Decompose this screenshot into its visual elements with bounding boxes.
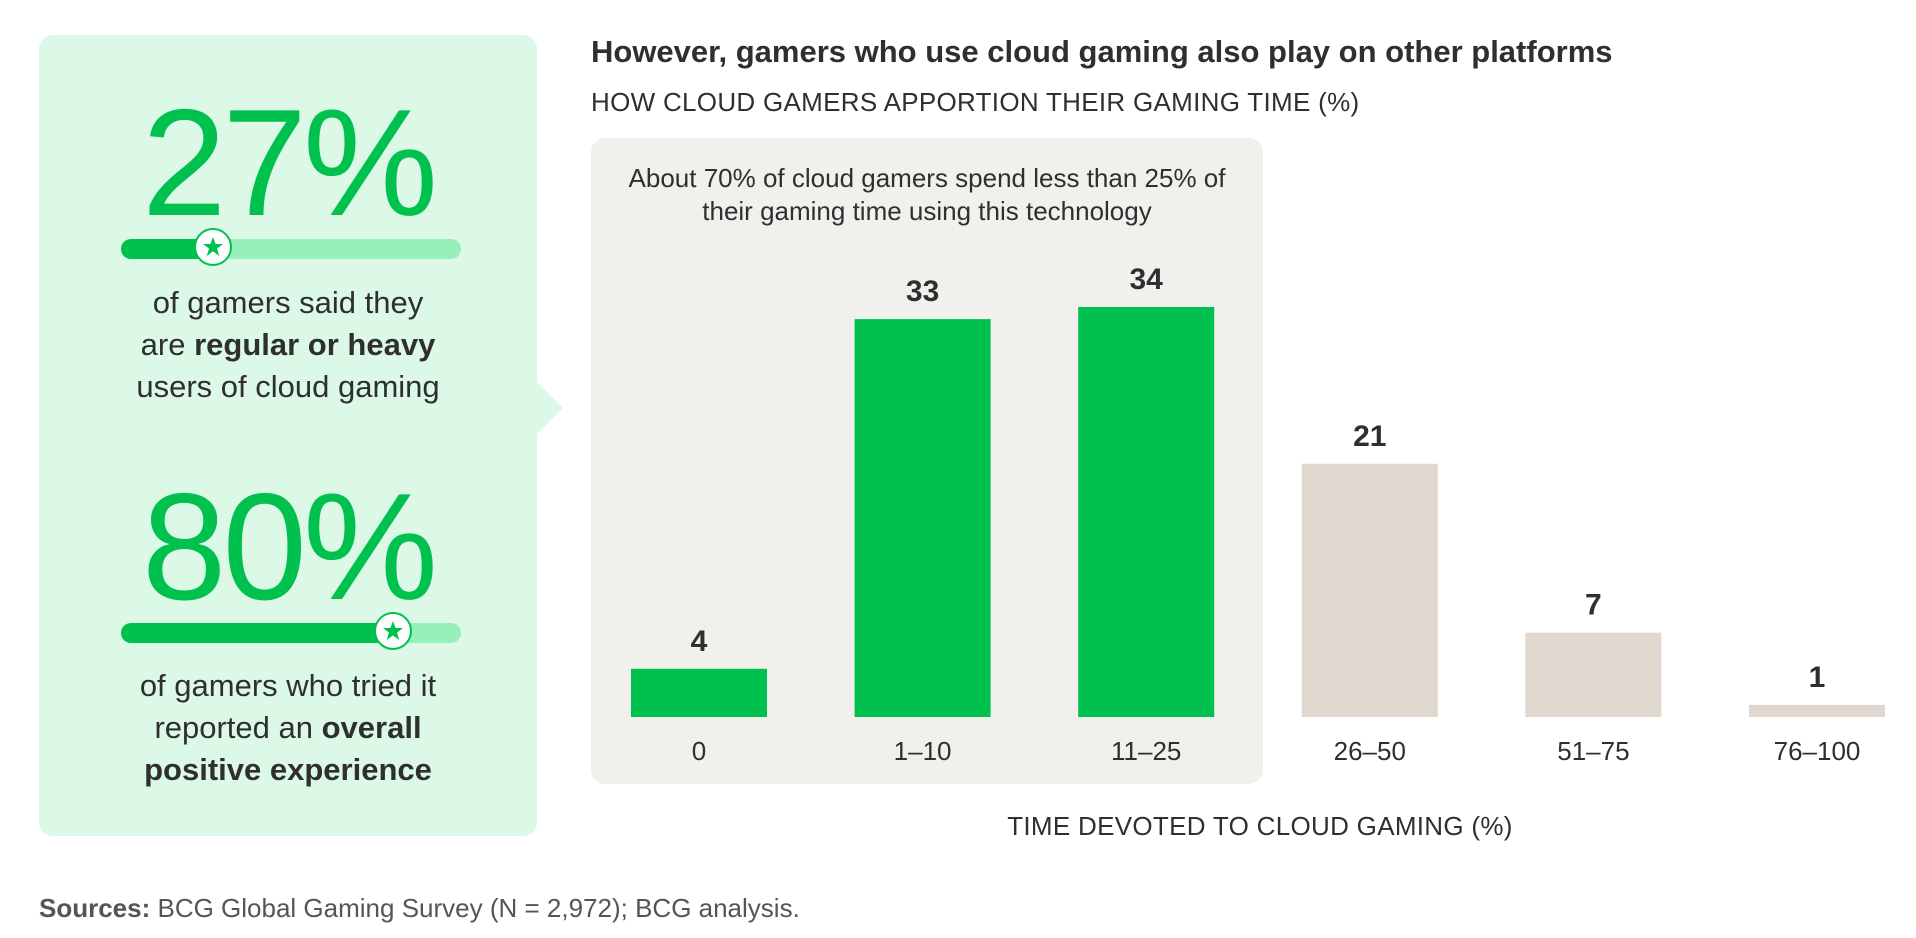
- data-label-2: 34: [1130, 263, 1164, 296]
- bar-1: [854, 319, 991, 717]
- data-label-5: 1: [1809, 661, 1826, 694]
- slider-fill: [121, 623, 393, 643]
- sources-label: Sources:: [39, 893, 151, 923]
- stat-80-line2-bold: overall: [321, 710, 422, 745]
- data-label-0: 4: [691, 625, 708, 658]
- data-label-1: 33: [906, 275, 939, 308]
- x-axis-label: TIME DEVOTED TO CLOUD GAMING (%): [1007, 811, 1513, 841]
- tick-label-5: 76–100: [1774, 736, 1861, 766]
- bar-0: [631, 668, 767, 717]
- stat-27-description: of gamers said they are regular or heavy…: [69, 282, 507, 408]
- stat-80-value: 80%: [141, 462, 438, 632]
- star-icon: [202, 237, 223, 256]
- tick-label-4: 51–75: [1557, 736, 1629, 766]
- stat-80-line2: reported an overall: [69, 707, 507, 749]
- data-label-4: 7: [1585, 589, 1602, 622]
- annotation-line1: About 70% of cloud gamers spend less tha…: [628, 163, 1226, 193]
- chart-annotation: About 70% of cloud gamers spend less tha…: [591, 162, 1263, 228]
- slider-knob: [193, 228, 232, 266]
- sources-note: Sources: BCG Global Gaming Survey (N = 2…: [39, 893, 800, 924]
- bar-4: [1525, 632, 1662, 717]
- panel-pointer: [535, 380, 563, 436]
- stat-80-line1: of gamers who tried it: [139, 668, 437, 703]
- stat-27-value: 27%: [141, 78, 438, 248]
- stat-27-line2-text: are: [140, 327, 195, 362]
- data-label-3: 21: [1353, 420, 1386, 453]
- tick-label-3: 26–50: [1334, 736, 1406, 766]
- stat-27-line2: are regular or heavy: [69, 324, 507, 366]
- tick-label-0: 0: [692, 736, 706, 766]
- stat-80-line3-bold: positive experience: [144, 752, 432, 787]
- stat-80-line3: positive experience: [69, 749, 507, 791]
- tick-label-1: 1–10: [894, 736, 952, 766]
- stat-27-line3: users of cloud gaming: [136, 369, 440, 404]
- stat-80-slider: [121, 612, 461, 650]
- annotation-line2: their gaming time using this technology: [702, 196, 1152, 226]
- bar-2: [1078, 307, 1215, 717]
- star-icon: [383, 621, 403, 640]
- stats-panel: 27% of gamers said they are regular or h…: [39, 35, 537, 836]
- stat-80-line2-text: reported an: [154, 710, 322, 745]
- chart-title: HOW CLOUD GAMERS APPORTION THEIR GAMING …: [591, 87, 1360, 117]
- stat-27-slider: [121, 228, 461, 266]
- sources-text: BCG Global Gaming Survey (N = 2,972); BC…: [150, 893, 800, 923]
- stat-27-line1: of gamers said they: [152, 285, 424, 320]
- tick-label-2: 11–25: [1111, 736, 1181, 766]
- bar-5: [1749, 704, 1885, 717]
- bar-3: [1301, 463, 1438, 717]
- slider-fill: [121, 239, 213, 259]
- stat-27-line2-bold: regular or heavy: [194, 327, 436, 362]
- stat-80-description: of gamers who tried it reported an overa…: [69, 665, 507, 791]
- chart-headline: However, gamers who use cloud gaming als…: [591, 34, 1613, 69]
- slider-knob: [374, 612, 412, 650]
